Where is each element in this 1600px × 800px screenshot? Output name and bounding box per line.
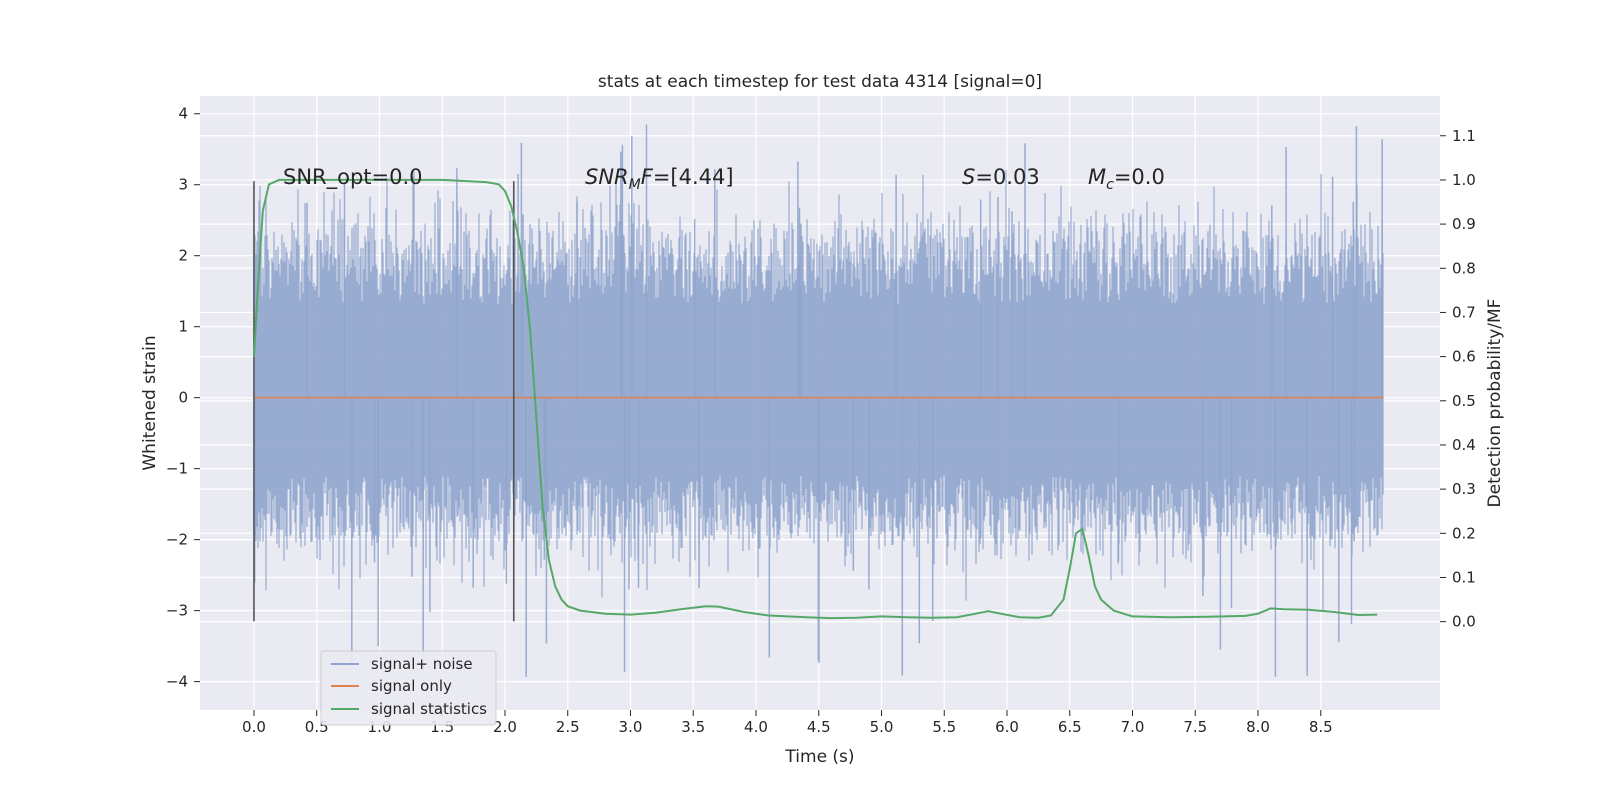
- annotation-snr-mf: SNRMF=[4.44]: [585, 165, 734, 193]
- x-tick-label: 8.0: [1246, 718, 1270, 736]
- x-tick-label: 4.0: [744, 718, 768, 736]
- right-y-tick-label: 0.5: [1452, 392, 1476, 410]
- annotation-snr-opt: SNR_opt=0.0: [283, 165, 423, 190]
- x-tick-label: 0.0: [242, 718, 266, 736]
- left-y-axis-label: Whitened strain: [140, 335, 160, 470]
- chart-title: stats at each timestep for test data 431…: [598, 72, 1042, 92]
- right-y-tick-label: 1.0: [1452, 171, 1476, 189]
- right-y-tick-label: 0.0: [1452, 613, 1476, 631]
- right-y-tick-label: 0.1: [1452, 568, 1476, 586]
- annotation-mc: Mc=0.0: [1088, 165, 1165, 193]
- legend-box: [320, 650, 497, 726]
- snr-mf-value: =[4.44]: [653, 165, 734, 189]
- left-y-tick-label: 4: [178, 105, 188, 123]
- left-y-tick-label: 2: [178, 247, 188, 265]
- right-y-tick-label: 0.4: [1452, 436, 1476, 454]
- legend-label-statistics: signal statistics: [371, 700, 487, 718]
- x-tick-label: 5.5: [932, 718, 956, 736]
- x-tick-label: 2.0: [493, 718, 517, 736]
- left-y-tick-label: 1: [178, 318, 188, 336]
- right-y-tick-label: 1.1: [1452, 127, 1476, 145]
- x-tick-label: 6.5: [1058, 718, 1082, 736]
- legend-label-noise: signal+ noise: [371, 655, 473, 673]
- left-y-tick-label: −4: [166, 673, 188, 691]
- left-y-tick-label: 0: [178, 389, 188, 407]
- right-y-tick-label: 0.7: [1452, 303, 1476, 321]
- noise-spikes: [253, 124, 1383, 677]
- right-y-tick-label: 0.8: [1452, 259, 1476, 277]
- signal-statistics-series: [253, 178, 1378, 620]
- x-tick-label: 4.5: [807, 718, 831, 736]
- snr-mf-prefix: SNR: [585, 165, 629, 189]
- right-y-ticks: 0.0 0.1 0.2 0.3 0.4 0.5 0.6 0.7 0.8 0.9 1.0 1.1: [1440, 127, 1476, 631]
- right-y-tick-label: 0.2: [1452, 524, 1476, 542]
- x-tick-label: 2.5: [556, 718, 580, 736]
- left-y-ticks: −4 −3 −2 −1 0 1 2 3 4: [166, 105, 200, 691]
- snr-mf-suffix: F: [641, 165, 654, 189]
- x-tick-label: 5.0: [870, 718, 894, 736]
- mc-var: M: [1088, 165, 1106, 189]
- right-y-tick-label: 0.6: [1452, 348, 1476, 366]
- s-var: S: [962, 165, 975, 189]
- left-y-tick-label: −1: [166, 460, 188, 478]
- snr-mf-sub: M: [629, 177, 641, 193]
- x-tick-label: 7.5: [1183, 718, 1207, 736]
- s-value: =0.03: [975, 165, 1039, 189]
- right-y-tick-label: 0.9: [1452, 215, 1476, 233]
- left-y-tick-label: −2: [166, 531, 188, 549]
- right-y-axis-label: Detection probability/MF: [1485, 299, 1505, 508]
- x-tick-label: 8.5: [1309, 718, 1333, 736]
- x-tick-label: 3.0: [619, 718, 643, 736]
- left-y-tick-label: −3: [166, 602, 188, 620]
- right-y-tick-label: 0.3: [1452, 480, 1476, 498]
- x-ticks: 0.0 0.5 1.0 1.5 2.0 2.5 3.0 3.5 4.0 4.5 5.0 5.5 6.0 6…: [242, 710, 1333, 736]
- vertical-markers: [253, 181, 515, 622]
- mc-value: =0.0: [1114, 165, 1165, 189]
- x-tick-label: 3.5: [681, 718, 705, 736]
- mc-sub: c: [1106, 177, 1114, 193]
- x-tick-label: 7.0: [1121, 718, 1145, 736]
- legend: signal+ noise signal only signal statist…: [320, 650, 497, 726]
- annotation-s: S=0.03: [962, 165, 1040, 189]
- x-axis-label: Time (s): [784, 747, 854, 767]
- legend-label-signal-only: signal only: [371, 677, 452, 695]
- left-y-tick-label: 3: [178, 176, 188, 194]
- x-tick-label: 6.0: [995, 718, 1019, 736]
